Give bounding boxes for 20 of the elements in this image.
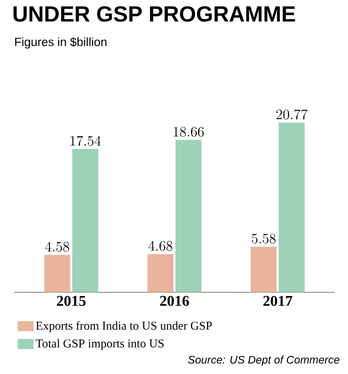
source-note: Source: US Dept of Commerce — [188, 356, 340, 366]
bar — [278, 122, 305, 292]
data-label: 5.58 — [252, 234, 276, 244]
bar — [44, 254, 70, 292]
chart-title: UNDER GSP PROGRAMME — [14, 6, 296, 22]
x-tick-label: 2016 — [160, 296, 189, 306]
bar — [147, 254, 174, 292]
legend-label: Total GSP imports into US — [36, 339, 164, 350]
data-label: 18.66 — [174, 126, 204, 137]
bar — [72, 149, 98, 292]
x-tick-label: 2015 — [56, 296, 86, 306]
data-label: 4.58 — [45, 242, 70, 252]
bar — [250, 246, 277, 292]
legend-label: Exports from India to US under GSP — [36, 321, 212, 332]
data-label: 17.54 — [70, 136, 101, 146]
chart-subtitle: Figures in $billion — [15, 37, 106, 49]
x-tick-label: 2017 — [263, 296, 292, 306]
data-label: 20.77 — [276, 109, 308, 120]
bar — [175, 140, 202, 292]
data-label: 4.68 — [148, 240, 172, 251]
